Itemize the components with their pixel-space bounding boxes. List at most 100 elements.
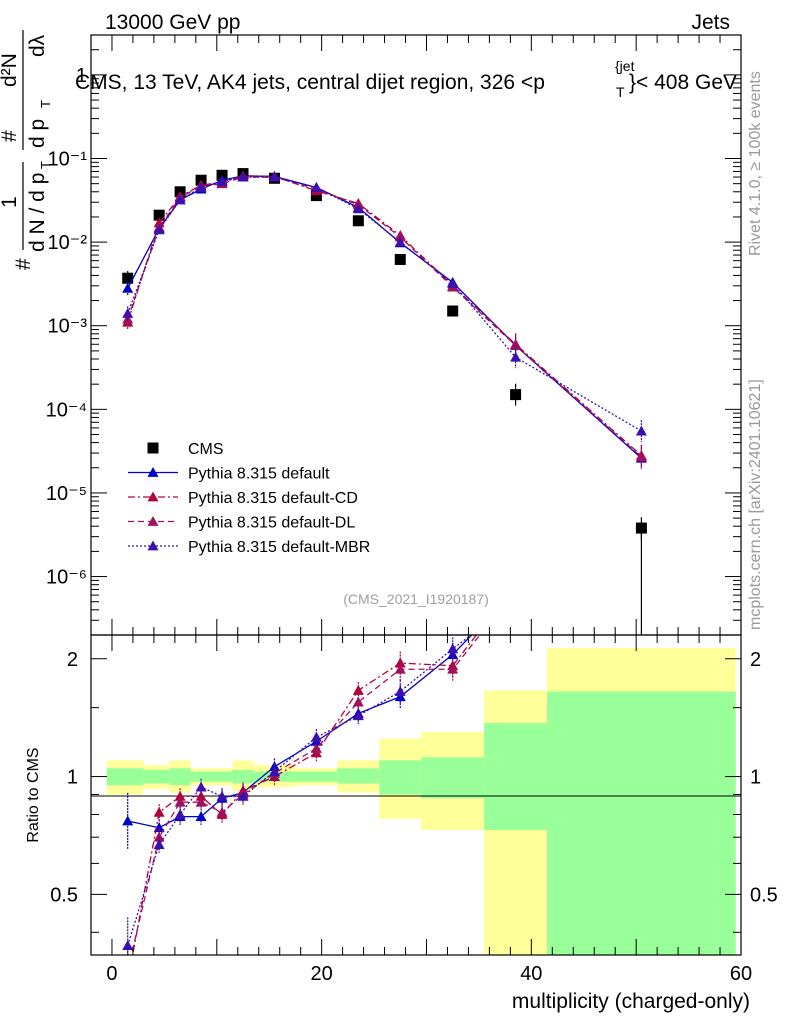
legend-marker-4 (147, 540, 159, 551)
analysis-reference: (CMS_2021_I1920187) (343, 591, 489, 607)
ratio-band-green-2 (169, 768, 191, 786)
ratio-point-1-1 (153, 806, 165, 817)
main-point-3-12 (635, 451, 647, 462)
x-tick-label-1: 20 (311, 963, 333, 985)
rivet-version-label: Rivet 4.1.0, ≥ 100k events (747, 71, 764, 256)
main-point-4-0 (122, 308, 134, 318)
ylabel-dN: d N / d p (26, 173, 49, 252)
ratio-point-3-10 (447, 643, 459, 654)
main-point-4-8 (352, 203, 364, 214)
ratio-point-2-8 (352, 696, 364, 707)
legend: CMS Pythia 8.315 default Pythia 8.315 defa… (128, 441, 370, 556)
chart-title-tail: }< 408 GeV (629, 71, 737, 94)
ratio-point-1-11 (510, 579, 521, 589)
ratio-ytick-label-left-0: 0.5 (50, 884, 78, 906)
main-point-3-11 (510, 340, 522, 350)
chart-title-main: CMS, 13 TeV, AK4 jets, central dijet reg… (75, 71, 545, 94)
ratio-point-3-11 (510, 596, 521, 606)
main-point-3-9 (394, 231, 406, 242)
ratio-ytick-label-right-1: 1 (750, 767, 761, 789)
ratio-point-0-0 (122, 815, 134, 826)
legend-marker-2 (147, 491, 159, 502)
ratio-point-3-3 (195, 781, 207, 792)
main-ytick-label-1: 10⁻⁵ (46, 483, 87, 505)
ratio-point-3-8 (352, 710, 364, 721)
ratio-point-3-9 (394, 685, 406, 696)
ratio-point-3-6 (268, 766, 280, 776)
ratio-point-3-7 (310, 731, 322, 742)
ratio-point-2-2 (174, 796, 186, 807)
main-ytick-label-0: 10⁻⁶ (46, 567, 87, 589)
ratio-band-green-11 (547, 691, 736, 955)
ratio-panel: 0.5 0.51 12 20 20 40 60 Ratio to CMS multiplic… (25, 323, 778, 1013)
ratio-ylabel: Ratio to CMS (25, 747, 42, 842)
ratio-axis-ticks: 0.5 0.51 12 20 20 40 60 (50, 635, 778, 985)
x-tick-label-2: 40 (520, 963, 542, 985)
main-ytick-label-2: 10⁻⁴ (46, 399, 87, 421)
main-point-4-12 (635, 425, 647, 436)
ylabel-dl: dλ (26, 34, 49, 57)
ratio-point-3-4 (216, 790, 228, 801)
main-point-4-11 (510, 351, 522, 362)
ratio-point-0-3 (195, 811, 207, 822)
legend-label-3: Pythia 8.315 default-DL (188, 515, 355, 532)
ratio-band-green-4 (232, 769, 254, 784)
main-point-cms-11 (510, 389, 522, 401)
chart-title: CMS, 13 TeV, AK4 jets, central dijet reg… (75, 71, 545, 94)
ylabel-hash2: # (0, 130, 21, 142)
ratio-band-green-0 (106, 768, 144, 786)
ylabel-T: T (38, 161, 53, 169)
main-line-3 (127, 176, 642, 458)
ratio-point-2-9 (394, 663, 406, 674)
main-point-4-10 (447, 277, 459, 288)
main-panel: 10⁻⁶ 10⁻⁵ 10⁻⁴ 10⁻³ 10⁻² 10⁻¹ 1 CMS, 13 TeV, A… (0, 30, 742, 636)
main-point-cms-7 (310, 190, 322, 202)
ratio-uncertainty-bands (106, 648, 736, 955)
header-energy-label: 13000 GeV pp (105, 11, 240, 34)
legend-label-4: Pythia 8.315 default-MBR (188, 539, 370, 556)
ratio-band-green-10 (484, 723, 548, 831)
main-point-cms-8 (352, 215, 364, 227)
legend-label-2: Pythia 8.315 default-CD (188, 490, 358, 507)
main-ytick-label-5: 10⁻¹ (48, 149, 88, 171)
ratio-point-2-10 (447, 663, 459, 674)
legend-marker-3 (147, 516, 159, 526)
main-ylabel: # 1 d N / d p T # d²N d p T dλ (0, 30, 53, 270)
main-point-4-7 (310, 181, 322, 192)
mcplots-label: mcplots.cern.ch [arXiv:2401.10621] (747, 379, 764, 630)
main-point-cms-1 (153, 209, 165, 221)
ratio-band-green-6 (295, 771, 338, 782)
ylabel-hash: # (12, 258, 35, 270)
main-line-2 (127, 175, 642, 457)
main-point-cms-10 (447, 305, 459, 317)
main-series-layer (122, 168, 647, 635)
x-tick-label-0: 0 (106, 963, 117, 985)
ylabel-dpT: d p (26, 119, 49, 148)
main-point-4-9 (394, 236, 406, 247)
main-ytick-label-6: 1 (76, 65, 87, 87)
header-jets-label: Jets (691, 11, 730, 34)
legend-label-0: CMS (188, 441, 224, 458)
ylabel-T2: T (38, 100, 53, 108)
ratio-point-0-11 (510, 584, 521, 594)
main-line-4 (127, 176, 642, 432)
ratio-point-3-12 (636, 323, 647, 333)
ylabel-d2N: d²N (0, 53, 21, 87)
main-line-1 (127, 175, 642, 459)
ratio-point-3-5 (237, 790, 249, 801)
ratio-point-2-3 (195, 796, 207, 807)
ylabel-one: 1 (0, 196, 21, 208)
main-point-4-2 (174, 194, 186, 205)
ratio-ytick-label-left-1: 1 (67, 767, 78, 789)
ratio-band-green-9 (421, 757, 485, 799)
x-tick-label-3: 60 (730, 963, 752, 985)
main-point-4-4 (216, 176, 228, 186)
main-point-cms-0 (122, 272, 134, 284)
main-ytick-label-3: 10⁻³ (48, 316, 88, 338)
ratio-point-2-11 (510, 584, 521, 594)
chart-title-subscript: T (616, 84, 625, 100)
main-point-cms-9 (394, 253, 406, 265)
ratio-point-3-1 (153, 839, 165, 850)
legend-marker-0 (147, 442, 159, 454)
